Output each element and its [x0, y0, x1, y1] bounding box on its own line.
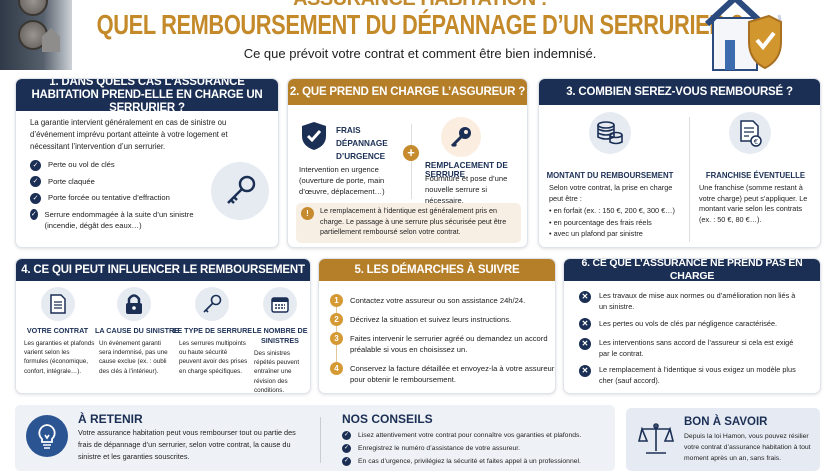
divider: [320, 417, 321, 463]
list-item: ✓ Serrure endommagée à la suite d’un sini…: [30, 208, 194, 230]
check-icon: ✓: [342, 430, 351, 440]
check-icon: ✓: [342, 443, 351, 453]
key-icon: [211, 162, 269, 220]
list-item: • en pourcentage des frais réels: [549, 217, 652, 227]
amount-intro: Selon votre contrat, la prise en charge …: [549, 183, 673, 203]
door-lock-key-photo: [0, 0, 72, 70]
x-icon: ✕: [579, 291, 591, 303]
summary-box: À RETENIR Votre assurance habitation peu…: [15, 405, 615, 471]
list-item: ✓ Perte ou vol de clés: [30, 159, 215, 171]
lock-replacement-title: REMPLACEMENT DE SERRURE: [425, 161, 508, 179]
section-2-card: 2. QUE PREND EN CHARGE L’ASGUREUR ? FRAI…: [287, 78, 528, 248]
section-1-card: 1. DANS QUELS CAS L’ASSURANCE HABITATION…: [15, 78, 279, 248]
lock-replacement-text: Fourniture et pose d’une nouvelle serrur…: [425, 174, 508, 205]
good-to-know-text: Depuis la loi Hamon, vous pouvez résilie…: [684, 433, 811, 462]
emergency-fees-text: Intervention en urgence (ouverture de po…: [299, 165, 385, 196]
plus-icon: +: [403, 145, 419, 161]
step-number: 2: [330, 313, 343, 326]
calendar-icon: [263, 287, 297, 321]
check-icon: ✓: [30, 208, 38, 220]
scales-icon: [638, 423, 674, 454]
list-item: ✓ Enregistrez le numéro d’assistance de v…: [342, 443, 521, 453]
section-1-intro: La garantie intervient généralement en c…: [30, 118, 228, 151]
lightbulb-icon: [26, 415, 68, 457]
note-text: Le remplacement à l’identique est généra…: [320, 206, 507, 236]
amount-title: MONTANT DU REMBOURSEMENT: [546, 171, 674, 180]
invoice-euro-icon: €: [729, 112, 771, 154]
check-icon: ✓: [30, 176, 41, 187]
step-number: 1: [330, 294, 343, 307]
exclusion-item: Les travaux de mise aux normes ou d’amél…: [599, 291, 796, 311]
page-subtitle: Ce que prévoit votre contrat et comment …: [243, 46, 597, 61]
document-icon: [40, 287, 75, 321]
section-6-card: 6. CE QUE L’ASSURANCE NE PREND PAS EN CH…: [563, 258, 821, 394]
shield-check-icon: [302, 122, 326, 150]
step-text: Décrivez la situation et suivez leurs in…: [350, 315, 512, 324]
section-6-title: 6. CE QUE L’ASSURANCE NE PREND PAS EN CH…: [564, 259, 820, 282]
x-icon: ✕: [579, 338, 591, 350]
section-5-card: 5. LES DÉMARCHES À SUIVRE 1 Contactez vo…: [318, 258, 556, 394]
remember-title: À RETENIR: [78, 412, 143, 426]
advice-list: ✓ Lisez attentivement votre contrat pour …: [342, 429, 612, 468]
section-1-title: 1. DANS QUELS CAS L’ASSURANCE HABITATION…: [16, 79, 278, 114]
key-icon: [195, 287, 229, 321]
note-box: ! Le remplacement à l’identique est géné…: [296, 203, 521, 243]
good-to-know-title: BON À SAVOIR: [684, 416, 768, 428]
list-item: ✓ Porte forcée ou tentative d’effraction: [30, 192, 215, 204]
amount-list: • en forfait (ex. : 150 €, 200 €, 300 €……: [549, 205, 684, 240]
step-number: 3: [330, 332, 343, 345]
section-4-card: 4. CE QUI PEUT INFLUENCER LE REMBOURSEME…: [15, 258, 311, 394]
exclusion-item: Les interventions sans accord de l’assur…: [599, 338, 794, 358]
step-number: 4: [330, 362, 343, 375]
factor-contract: VOTRE CONTRAT Les garanties et plafonds …: [20, 287, 95, 393]
factor-claims-count: LE NOMBRE DE SINISTRES Des sinistres rép…: [251, 287, 309, 393]
section-2-title: 2. QUE PREND EN CHARGE L’ASGUREUR ?: [288, 79, 527, 105]
exclusion-item: Le remplacement à l’identique si vous ex…: [599, 365, 796, 385]
check-icon: ✓: [30, 159, 41, 171]
check-icon: ✓: [342, 456, 351, 466]
step-text: Conservez la facture détaillée et envoye…: [350, 364, 555, 384]
svg-text:€: €: [754, 138, 758, 146]
section-4-title: 4. CE QUI PEUT INFLUENCER LE REMBOURSEME…: [16, 259, 310, 281]
coins-icon: [589, 112, 631, 154]
section-1-list: ✓ Perte ou vol de clés ✓ Porte claquée ✓ Po…: [30, 159, 215, 231]
list-item: • en forfait (ex. : 150 €, 200 €, 300 €……: [549, 206, 675, 215]
list-item: ✓ En cas d’urgence, privilégiez la sécuri…: [342, 456, 581, 466]
list-item: • avec un plafond par sinistre: [549, 229, 643, 238]
check-icon: ✓: [30, 192, 41, 204]
remember-text: Votre assurance habitation peut vous rem…: [78, 428, 296, 461]
section-3-card: 3. COMBIEN SEREZ-VOUS REMBOURSÉ ? MONTAN…: [538, 78, 821, 248]
deductible-title: FRANCHISE ÉVENTUELLE: [705, 171, 806, 180]
deductible-text: Une franchise (somme restant à votre cha…: [699, 183, 808, 224]
good-to-know-box: BON À SAVOIR Depuis la loi Hamon, vous p…: [626, 408, 820, 471]
step-text: Faites intervenir le serrurier agréé ou …: [350, 334, 548, 354]
exclusion-item: Les pertes ou vols de clés par négligenc…: [599, 319, 778, 328]
section-5-title: 5. LES DÉMARCHES À SUIVRE: [319, 259, 555, 281]
top-title: ASSURANCE HABITATION :: [0, 0, 840, 11]
x-icon: ✕: [579, 365, 591, 377]
warning-icon: !: [301, 207, 314, 220]
page-title: QUEL REMBOURSEMENT DU DÉPANNAGE D’UN SER…: [96, 9, 744, 40]
list-item: ✓ Lisez attentivement votre contrat pour …: [342, 430, 582, 440]
section-3-title: 3. COMBIEN SEREZ-VOUS REMBOURSÉ ?: [539, 79, 820, 105]
list-item: ✓ Porte claquée: [30, 176, 215, 187]
advice-title: NOS CONSEILS: [342, 412, 433, 426]
factors-row: VOTRE CONTRAT Les garanties et plafonds …: [20, 287, 310, 393]
factor-lock-type: LE TYPE DE SERRURE Les serrures multipoi…: [173, 287, 252, 393]
padlock-icon: [117, 287, 151, 321]
divider: [689, 117, 690, 242]
factor-cause: LA CAUSE DU SINISTRE Un événement garant…: [95, 287, 179, 393]
key-icon: [441, 117, 481, 157]
step-text: Contactez votre assureur ou son assistan…: [350, 296, 526, 305]
x-icon: ✕: [579, 318, 591, 330]
divider: [411, 124, 412, 199]
house-shield-icon: [705, 0, 782, 71]
emergency-fees-title: FRAIS DÉPANNAGE D’URGENCE: [336, 126, 388, 161]
